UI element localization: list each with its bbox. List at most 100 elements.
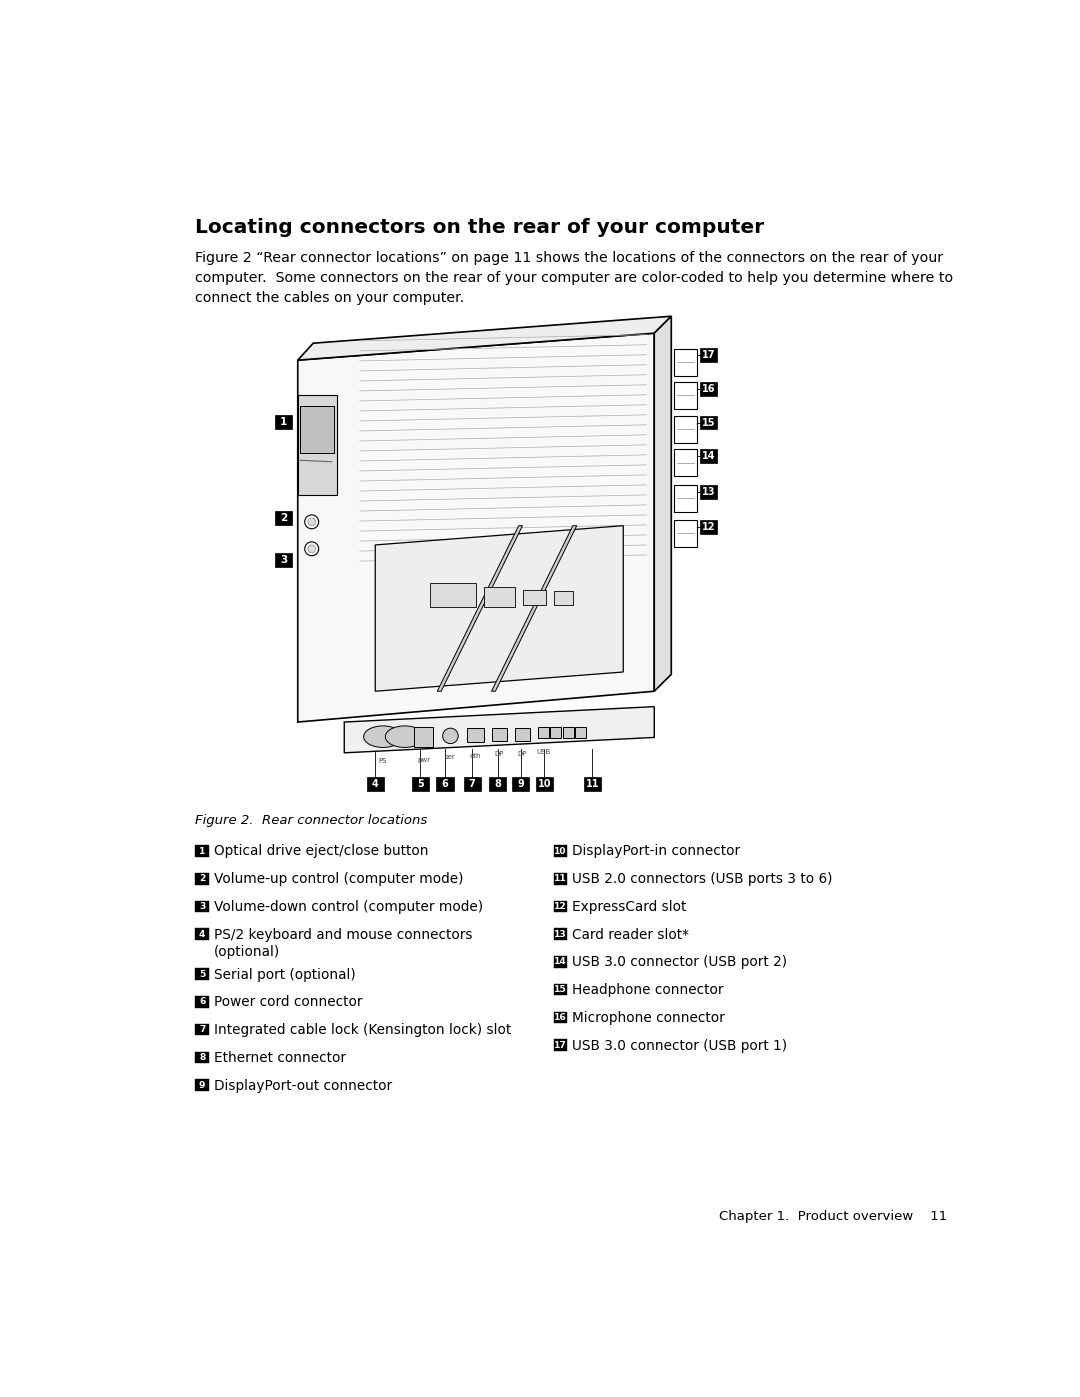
Text: Optical drive eject/close button: Optical drive eject/close button [214,844,429,859]
Text: DisplayPort-in connector: DisplayPort-in connector [572,844,740,859]
Text: 14: 14 [554,957,567,967]
Bar [467,728,484,742]
Bar [275,553,293,567]
Polygon shape [491,525,577,692]
Bar [583,777,600,791]
Text: USB: USB [537,749,551,754]
Text: Ethernet connector: Ethernet connector [214,1051,346,1065]
Text: 13: 13 [702,486,715,497]
Bar [563,728,573,738]
Bar [195,1052,210,1063]
Text: 11: 11 [585,778,599,789]
Bar [674,415,697,443]
Bar [515,728,530,740]
Circle shape [443,728,458,743]
Bar [554,929,567,940]
Bar [489,777,507,791]
Text: 7: 7 [199,1025,205,1034]
Text: PS/2 keyboard and mouse connectors
(optional): PS/2 keyboard and mouse connectors (opti… [214,928,472,960]
Bar [554,845,567,856]
Text: 9: 9 [199,1081,205,1090]
Text: 7: 7 [469,778,475,789]
Text: Headphone connector: Headphone connector [572,983,724,997]
Text: 17: 17 [554,1041,567,1049]
Text: 16: 16 [554,1013,567,1021]
Text: Serial port (optional): Serial port (optional) [214,968,355,982]
Bar [674,381,697,409]
Text: 1: 1 [199,847,205,855]
Polygon shape [298,334,654,722]
Bar [411,777,429,791]
Text: Power cord connector: Power cord connector [214,996,363,1010]
Bar [300,407,334,453]
Bar [430,584,476,606]
Text: 13: 13 [554,929,567,939]
Polygon shape [654,316,672,692]
Text: ser: ser [445,754,456,760]
Bar [554,873,567,884]
Text: Locating connectors on the rear of your computer: Locating connectors on the rear of your … [195,218,765,236]
Bar [484,587,515,606]
Text: 2: 2 [199,875,205,883]
Polygon shape [437,525,523,692]
Text: PS: PS [379,759,388,764]
Text: DP: DP [495,752,504,757]
Bar [536,777,553,791]
Text: Volume-down control (computer mode): Volume-down control (computer mode) [214,900,483,914]
Text: eth: eth [470,753,481,759]
Text: 5: 5 [417,778,423,789]
Text: 8: 8 [199,1053,205,1062]
Bar [195,996,210,1007]
Text: pwr: pwr [417,757,430,763]
Bar [700,520,717,534]
Text: 12: 12 [702,522,715,532]
Text: 8: 8 [495,778,501,789]
Text: 4: 4 [199,929,205,939]
Bar [700,348,717,362]
Text: Figure 2 “Rear connector locations” on page 11 shows the locations of the connec: Figure 2 “Rear connector locations” on p… [195,251,954,305]
Bar [554,983,567,996]
Bar [512,777,529,791]
Text: DP: DP [517,752,527,757]
Text: 15: 15 [554,985,567,995]
Text: 6: 6 [442,778,448,789]
Polygon shape [375,525,623,692]
Bar [195,1080,210,1091]
Bar [275,511,293,525]
Polygon shape [345,707,654,753]
Circle shape [308,518,315,525]
Bar [463,777,481,791]
Text: 6: 6 [199,997,205,1006]
Bar [554,591,572,605]
Bar [554,1039,567,1051]
Bar [195,873,210,884]
Text: 10: 10 [554,847,567,855]
Bar [674,450,697,476]
Bar [195,1024,210,1035]
Text: 2: 2 [280,513,287,522]
Text: 16: 16 [702,384,715,394]
Ellipse shape [386,726,424,747]
Bar [367,777,383,791]
Bar [674,349,697,376]
Text: 4: 4 [372,778,379,789]
Bar [700,450,717,464]
Text: 17: 17 [702,349,715,360]
Text: 9: 9 [517,778,524,789]
Ellipse shape [364,726,403,747]
Bar [551,728,562,738]
Bar [436,777,454,791]
Bar [700,485,717,499]
Text: 3: 3 [280,556,287,566]
Bar [554,956,567,968]
Text: Integrated cable lock (Kensington lock) slot: Integrated cable lock (Kensington lock) … [214,1023,511,1037]
Bar [195,901,210,912]
Text: USB 3.0 connector (USB port 1): USB 3.0 connector (USB port 1) [572,1038,787,1052]
Circle shape [305,542,319,556]
Bar [195,968,210,979]
Text: 3: 3 [199,902,205,911]
Bar [523,590,545,605]
Text: USB 3.0 connector (USB port 2): USB 3.0 connector (USB port 2) [572,956,787,970]
Bar [538,728,549,738]
Bar [491,728,507,740]
